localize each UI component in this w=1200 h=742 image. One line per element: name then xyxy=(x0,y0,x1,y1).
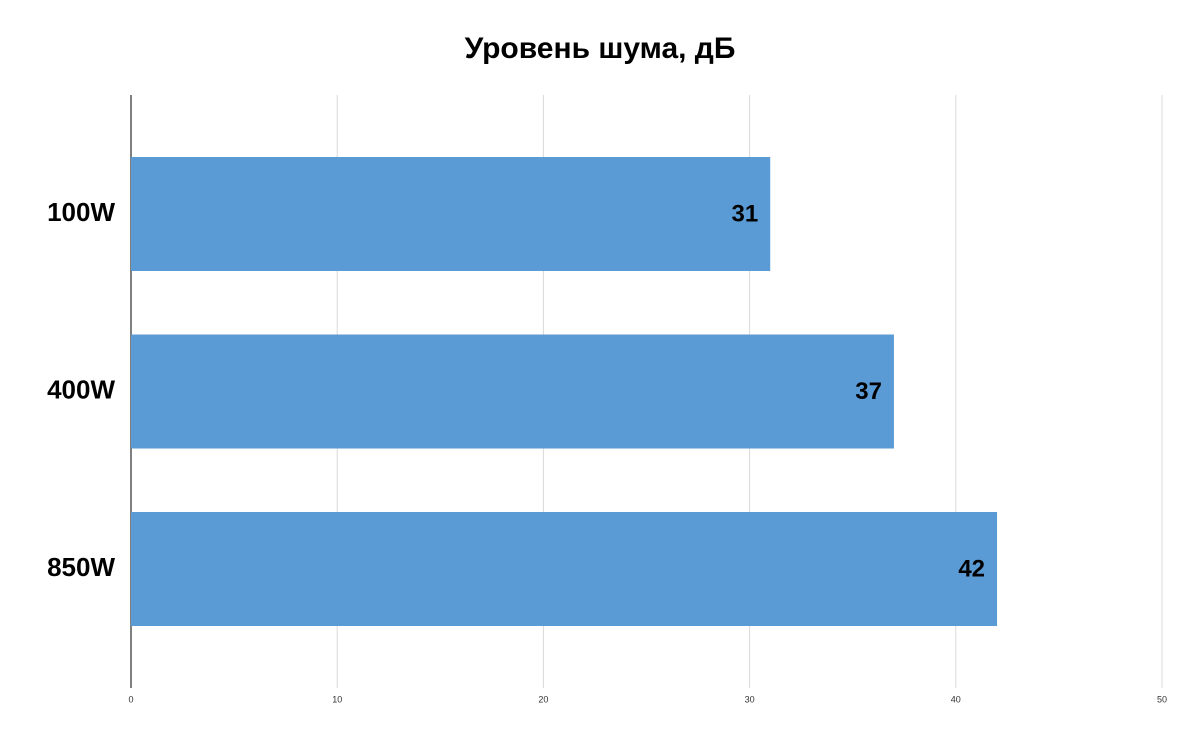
x-tick-label: 30 xyxy=(745,694,755,704)
bar xyxy=(131,157,771,271)
value-label: 31 xyxy=(732,200,759,227)
value-label: 37 xyxy=(855,378,882,405)
x-tick-label: 10 xyxy=(332,694,342,704)
chart-title: Уровень шума, дБ xyxy=(465,32,736,65)
x-tick-label: 20 xyxy=(538,694,548,704)
x-tick-label: 0 xyxy=(128,694,133,704)
bar xyxy=(131,512,998,626)
y-tick-label: 400W xyxy=(47,374,115,404)
bar xyxy=(131,334,894,449)
x-tick-label: 50 xyxy=(1157,694,1167,704)
y-tick-label: 850W xyxy=(47,552,115,582)
value-label: 42 xyxy=(958,555,985,582)
y-tick-label: 100W xyxy=(47,197,115,227)
x-tick-label: 40 xyxy=(951,694,961,704)
